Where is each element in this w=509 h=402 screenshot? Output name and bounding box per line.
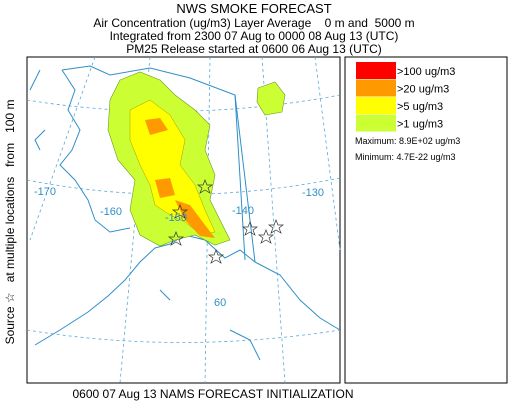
border: [234, 94, 246, 261]
legend-swatch: [356, 79, 396, 97]
side-label: Source ☆ at multiple locations from 100 …: [3, 100, 17, 345]
smoke-area: [256, 81, 286, 116]
map: [26, 56, 341, 384]
subtitle: Air Concentration (ug/m3) Layer Average …: [93, 16, 414, 30]
graticule: [314, 56, 341, 251]
footer: 0600 07 Aug 13 NAMS FORECAST INITIALIZAT…: [73, 387, 354, 401]
legend-maximum: Maximum: 8.9E+02 ug/m3: [355, 136, 460, 146]
subtitle: PM25 Release started at 0600 06 Aug 13 (…: [126, 42, 381, 56]
source-stars: [167, 179, 285, 264]
smoke-area: [145, 118, 215, 238]
map-label: -150: [165, 212, 187, 224]
subtitle: Integrated from 2300 07 Aug to 0000 08 A…: [110, 29, 399, 43]
legend-swatch: [356, 62, 396, 79]
legend-label: >1 ug/m3: [397, 119, 443, 131]
map-label: -140: [232, 205, 254, 217]
map-label: -160: [100, 206, 122, 218]
map-label: -170: [34, 186, 56, 198]
graticule: [26, 329, 341, 343]
legend-label: >100 ug/m3: [397, 66, 455, 78]
legend-swatch: [356, 97, 396, 114]
title: NWS SMOKE FORECAST: [176, 1, 331, 16]
map-label: 60: [214, 297, 226, 309]
legend-label: >5 ug/m3: [397, 101, 443, 113]
map-label: -130: [302, 187, 324, 199]
graticule: [29, 56, 96, 241]
legend-label: >20 ug/m3: [397, 84, 449, 96]
coastline: [29, 69, 261, 361]
graticule: [26, 94, 341, 112]
legend-swatch: [356, 114, 396, 132]
legend-minimum: Minimum: 4.7E-22 ug/m3: [355, 152, 456, 162]
